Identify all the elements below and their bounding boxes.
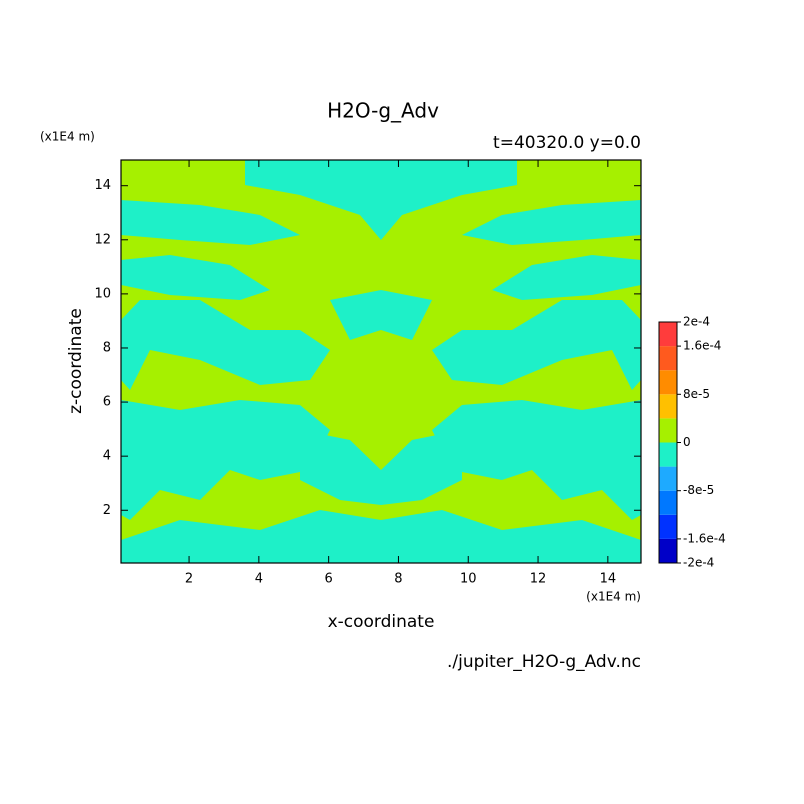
y-tick-label: 10 [94,286,111,301]
plot-frame [120,159,642,564]
colorbar-swatch [659,466,677,491]
colorbar-swatch [659,346,677,371]
x-tick-label: 6 [325,572,333,587]
chart-subtitle: t=40320.0 y=0.0 [493,133,641,153]
source-label: ./jupiter_H2O-g_Adv.nc [447,652,641,672]
colorbar-swatch [659,370,677,395]
colorbar-swatch [659,394,677,419]
y-unit: (x1E4 m) [40,130,95,144]
x-tick-label: 12 [530,572,547,587]
contour-field [121,160,641,563]
colorbar-swatch [659,538,677,563]
y-tick-label: 8 [103,340,111,355]
y-tick-label: 12 [94,232,111,247]
colorbar-swatch [659,418,677,443]
x-tick-label: 10 [460,572,477,587]
x-tick-label: 14 [600,572,617,587]
x-unit: (x1E4 m) [586,590,641,604]
y-tick-label: 2 [103,503,111,518]
y-tick-label: 14 [94,178,111,193]
x-tick-label: 2 [185,572,193,587]
colorbar-tick-label: 2e-4 [683,315,710,329]
chart-title: H2O-g_Adv [327,99,439,123]
colorbar-swatch [659,514,677,539]
colorbar-swatch [659,442,677,467]
colorbar-swatch [659,490,677,515]
colorbar-swatch [659,322,677,347]
colorbar-tick-label: -2e-4 [683,556,714,570]
colorbar-tick-label: -8e-5 [683,483,714,497]
colorbar-tick-label: -1.6e-4 [683,531,726,545]
colorbar-tick-label: 8e-5 [683,387,710,401]
colorbar-tick-label: 0 [683,435,691,449]
y-tick-label: 6 [103,395,111,410]
x-tick-label: 8 [394,572,402,587]
colorbar-tick-label: 1.6e-4 [683,339,721,353]
y-axis-label: z-coordinate [66,308,86,414]
x-tick-label: 4 [255,572,263,587]
y-tick-label: 4 [103,449,111,464]
x-axis-label: x-coordinate [328,612,435,632]
